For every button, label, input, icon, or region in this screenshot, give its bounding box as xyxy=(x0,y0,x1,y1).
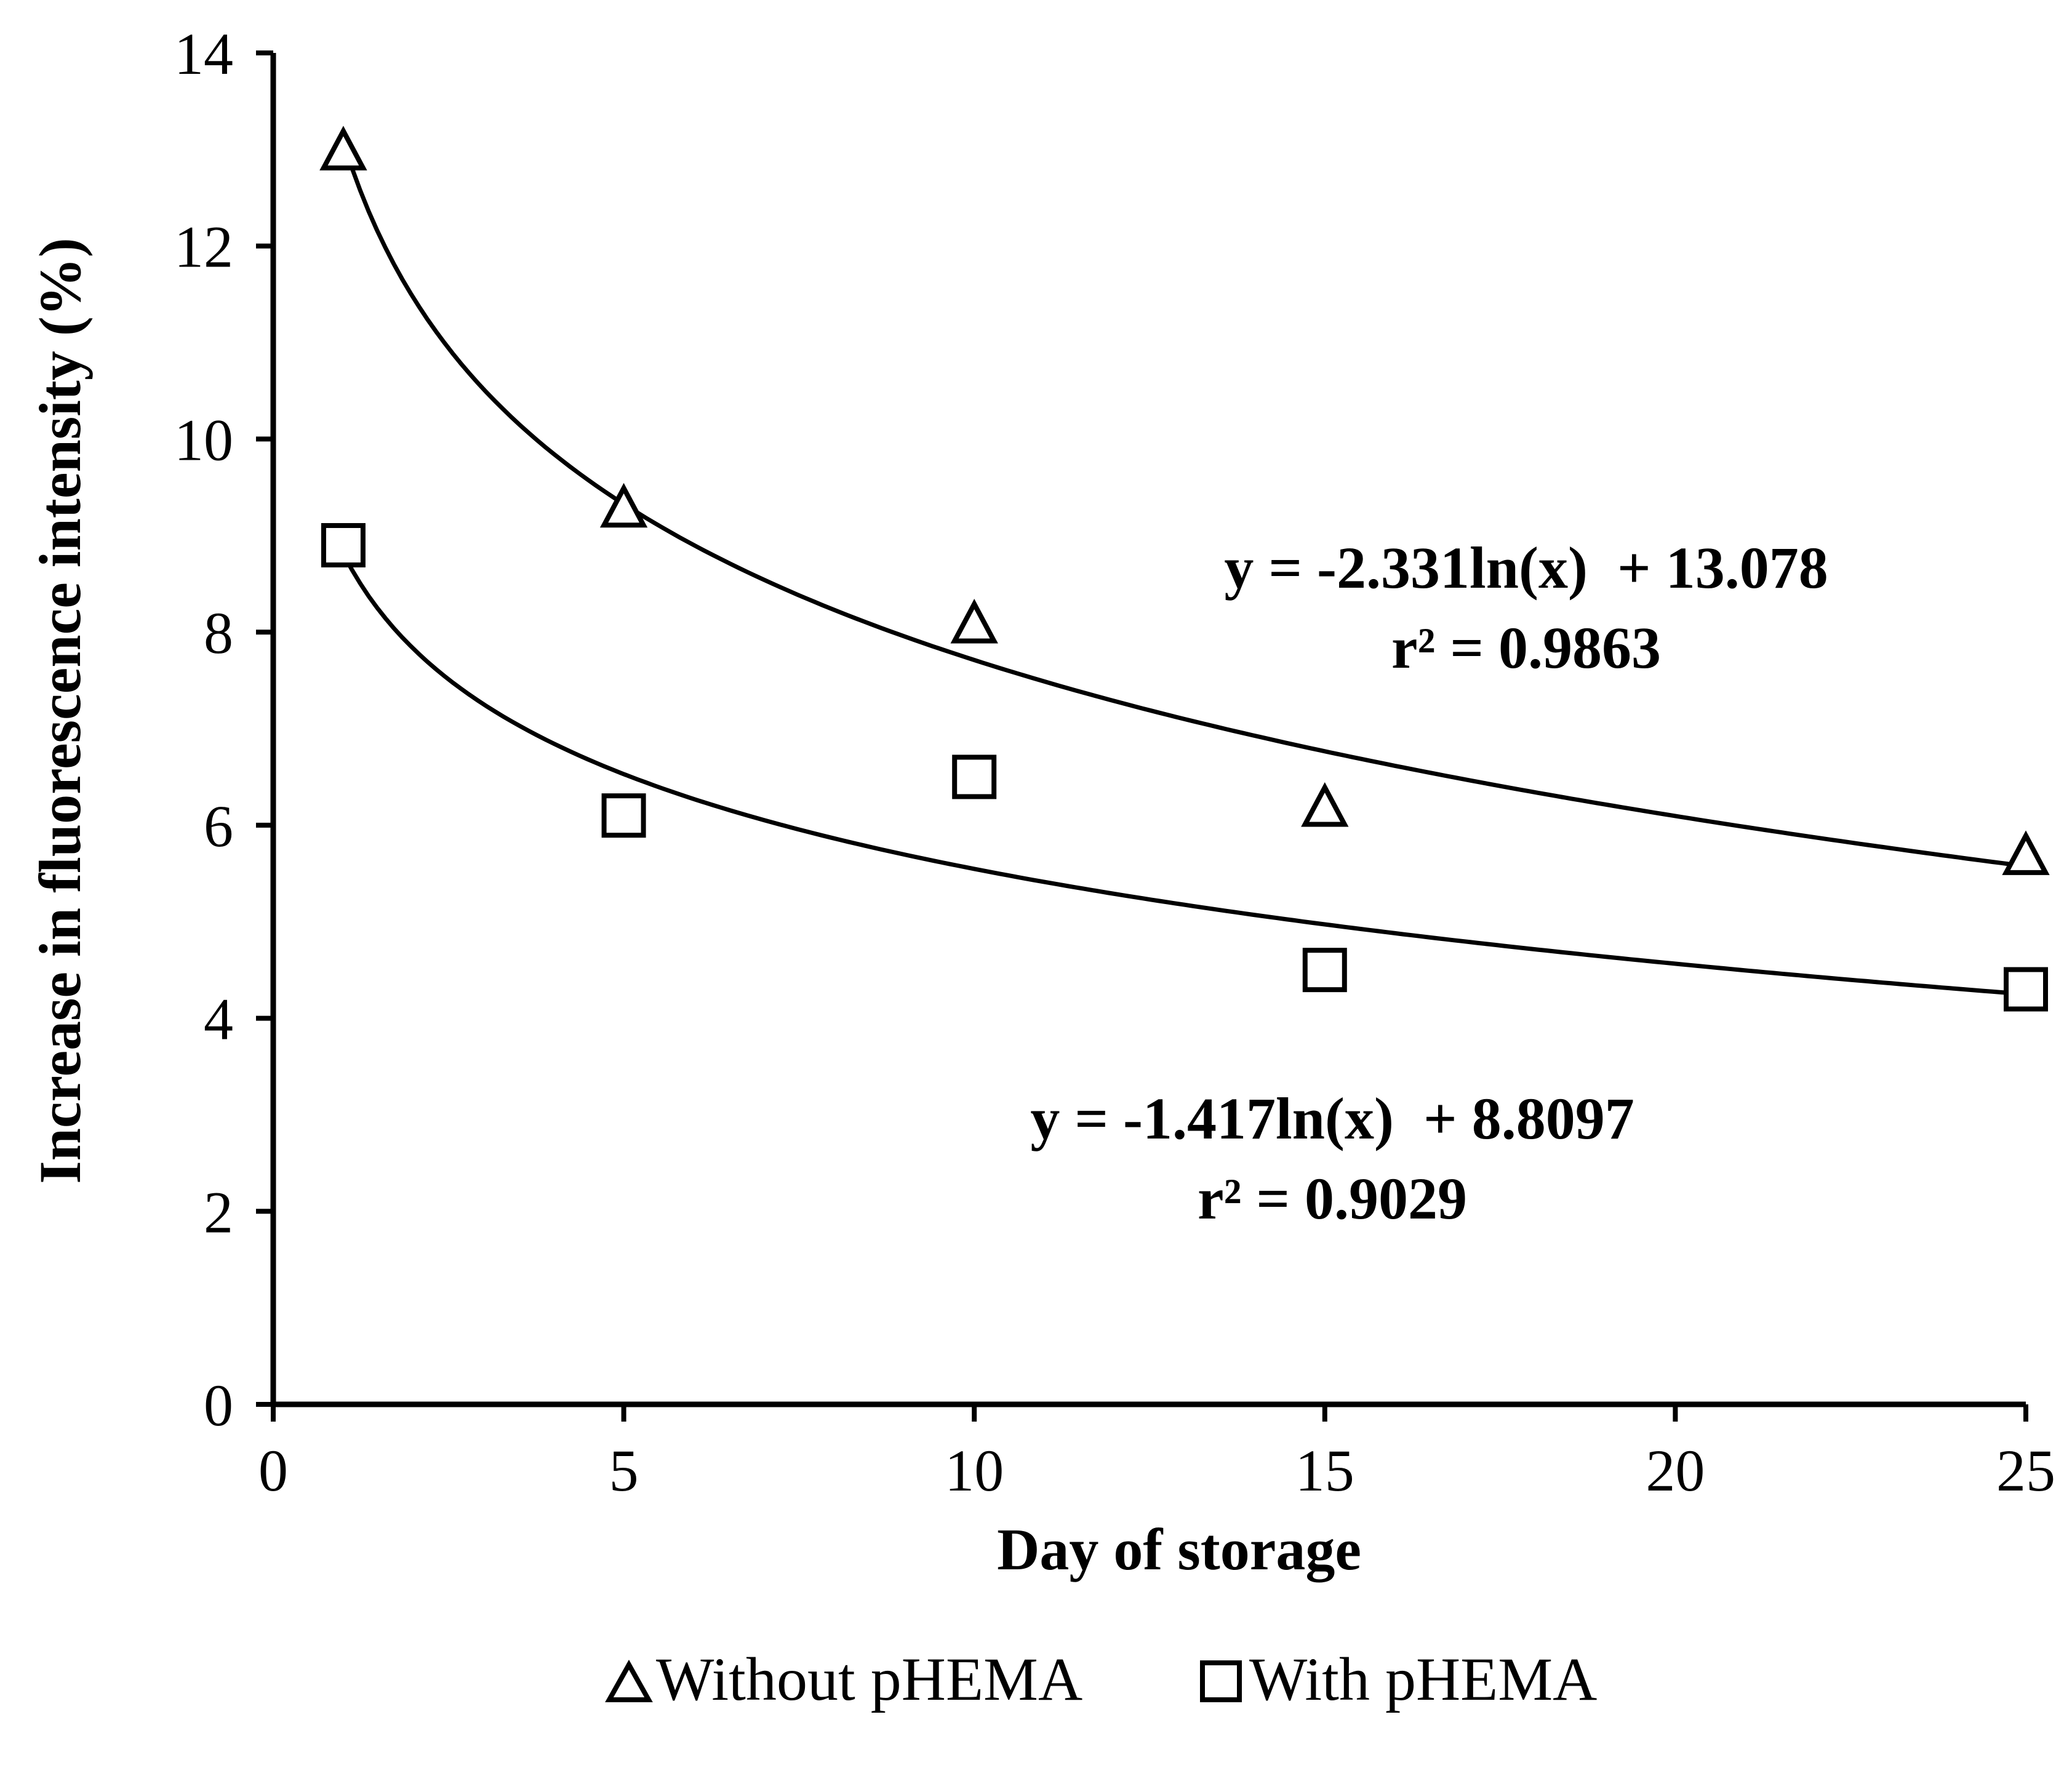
y-axis-title: Increase in fluorescence intensity (%) xyxy=(27,238,93,1184)
y-tick-label: 10 xyxy=(174,407,233,473)
equation-with-phema: y = -1.417ln(x) + 8.8097 xyxy=(1030,1086,1634,1151)
x-tick-label: 10 xyxy=(945,1438,1004,1503)
y-tick-label: 6 xyxy=(204,793,233,859)
y-tick-label: 4 xyxy=(204,987,233,1052)
point-without-phema xyxy=(1301,782,1349,827)
x-tick-label: 15 xyxy=(1295,1438,1354,1503)
x-tick-label: 20 xyxy=(1646,1438,1705,1503)
point-with-phema xyxy=(952,754,997,799)
y-tick-label: 14 xyxy=(174,21,233,87)
point-without-phema xyxy=(319,126,367,170)
y-tick-label: 0 xyxy=(204,1372,233,1438)
point-without-phema xyxy=(950,598,998,644)
legend-label-without-phema: Without pHEMA xyxy=(656,1645,1082,1713)
point-with-phema xyxy=(321,522,366,567)
point-without-phema xyxy=(599,482,648,528)
trendline-with-phema xyxy=(341,553,2026,997)
y-tick-label: 12 xyxy=(174,214,233,280)
x-axis-ticks: 0 5 10 15 20 25 xyxy=(258,1404,2055,1503)
trendline-without-phema xyxy=(341,141,2026,869)
data-markers xyxy=(319,126,2050,1012)
y-tick-label: 8 xyxy=(204,600,233,666)
x-tick-label: 5 xyxy=(609,1438,639,1503)
x-tick-label: 25 xyxy=(1996,1438,2055,1503)
point-with-phema xyxy=(2004,967,2048,1012)
point-with-phema xyxy=(1302,948,1347,993)
r2-without-phema: r² = 0.9863 xyxy=(1391,615,1661,681)
x-axis-title: Day of storage xyxy=(997,1516,1361,1582)
point-without-phema xyxy=(2002,830,2050,875)
legend-square-icon xyxy=(1200,1660,1242,1702)
legend-label-with-phema: With pHEMA xyxy=(1249,1645,1597,1713)
legend: Without pHEMA With pHEMA xyxy=(605,1645,1597,1713)
y-axis-ticks: 0 2 4 6 8 10 12 14 xyxy=(174,21,273,1438)
equation-without-phema: y = -2.331ln(x) + 13.078 xyxy=(1224,535,1828,601)
x-tick-label: 0 xyxy=(258,1438,288,1503)
r2-with-phema: r² = 0.9029 xyxy=(1198,1166,1467,1231)
legend-triangle-icon xyxy=(605,1659,653,1702)
y-tick-label: 2 xyxy=(204,1179,233,1245)
point-with-phema xyxy=(601,793,646,838)
